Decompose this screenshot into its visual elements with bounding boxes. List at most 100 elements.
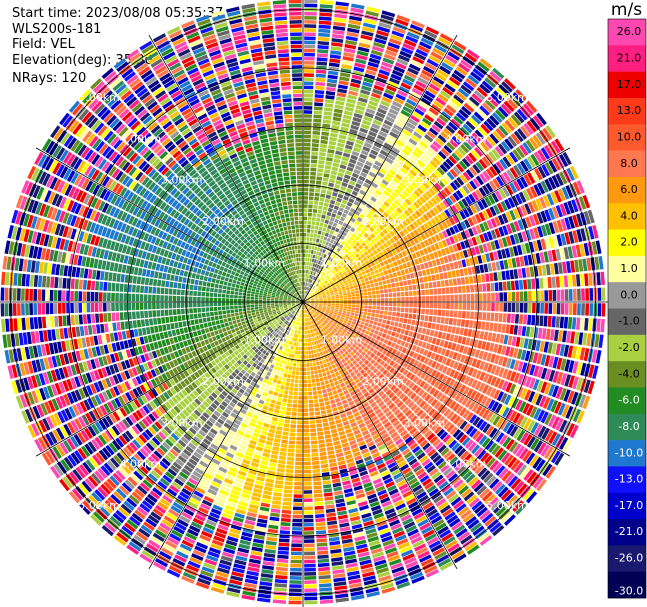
velocity-gate — [354, 108, 364, 115]
velocity-gate — [433, 288, 438, 295]
velocity-gate — [433, 425, 442, 435]
velocity-gate — [374, 220, 381, 227]
velocity-gate — [430, 227, 438, 235]
velocity-gate — [334, 261, 339, 266]
velocity-gate — [474, 349, 481, 358]
velocity-gate — [259, 464, 268, 470]
velocity-gate — [450, 302, 454, 310]
velocity-gate — [440, 348, 447, 356]
velocity-gate — [300, 309, 302, 314]
velocity-gate — [252, 542, 264, 548]
velocity-gate — [403, 280, 408, 286]
velocity-gate — [378, 318, 383, 323]
velocity-gate — [396, 292, 401, 297]
velocity-gate — [465, 258, 471, 267]
velocity-gate — [369, 233, 376, 239]
velocity-gate — [427, 199, 435, 208]
velocity-gate — [472, 430, 481, 441]
velocity-gate — [409, 365, 416, 373]
velocity-gate — [332, 270, 336, 275]
velocity-gate — [327, 524, 338, 530]
velocity-gate — [303, 310, 305, 314]
velocity-gate — [340, 262, 345, 267]
velocity-gate — [452, 192, 461, 201]
velocity-gate — [358, 42, 371, 49]
velocity-gate — [585, 288, 590, 301]
velocity-gate — [452, 428, 462, 438]
velocity-gate — [318, 280, 322, 284]
velocity-gate — [434, 234, 441, 242]
velocity-gate — [511, 195, 520, 207]
velocity-gate — [513, 325, 519, 335]
velocity-gate — [311, 285, 315, 289]
velocity-gate — [303, 126, 312, 131]
velocity-gate — [505, 211, 513, 222]
velocity-gate — [476, 485, 488, 496]
velocity-gate — [405, 274, 411, 280]
velocity-gate — [396, 327, 402, 334]
velocity-gate — [387, 461, 397, 469]
velocity-gate — [396, 581, 411, 590]
velocity-gate — [286, 348, 291, 353]
velocity-gate — [313, 332, 316, 337]
velocity-gate — [400, 291, 405, 297]
velocity-gate — [329, 132, 338, 138]
velocity-gate — [385, 458, 395, 466]
velocity-gate — [323, 426, 330, 431]
velocity-gate — [516, 206, 524, 218]
velocity-gate — [337, 405, 344, 411]
velocity-gate — [355, 351, 361, 357]
velocity-gate — [282, 398, 288, 403]
velocity-gate — [391, 405, 399, 413]
velocity-gate — [388, 346, 394, 353]
velocity-gate — [364, 302, 368, 306]
velocity-gate — [459, 210, 467, 220]
velocity-gate — [397, 89, 408, 98]
velocity-gate — [331, 306, 335, 309]
velocity-gate — [379, 531, 392, 539]
velocity-gate — [309, 307, 313, 310]
velocity-gate — [317, 45, 329, 50]
velocity-gate — [210, 586, 225, 594]
velocity-gate — [301, 306, 303, 310]
velocity-gate — [525, 326, 531, 337]
velocity-gate — [479, 330, 485, 340]
velocity-gate — [334, 274, 339, 278]
velocity-gate — [298, 309, 301, 313]
velocity-gate — [398, 85, 410, 94]
velocity-gate — [354, 433, 363, 439]
velocity-gate — [323, 303, 327, 305]
velocity-gate — [303, 269, 305, 274]
velocity-gate — [237, 547, 250, 554]
velocity-gate — [353, 531, 365, 538]
velocity-gate — [388, 205, 395, 212]
velocity-gate — [402, 43, 415, 51]
velocity-gate — [306, 265, 309, 270]
velocity-gate — [557, 330, 563, 342]
velocity-gate — [317, 315, 321, 319]
velocity-gate — [283, 394, 288, 399]
velocity-gate — [314, 497, 324, 502]
velocity-gate — [307, 224, 311, 229]
velocity-gate — [288, 444, 295, 449]
velocity-gate — [338, 289, 342, 293]
velocity-gate — [439, 272, 444, 280]
velocity-gate — [390, 180, 398, 188]
velocity-gate — [308, 308, 311, 312]
velocity-gate — [512, 443, 522, 455]
velocity-gate — [312, 237, 317, 242]
velocity-gate — [418, 100, 429, 110]
velocity-gate — [402, 432, 411, 441]
velocity-gate — [243, 582, 257, 589]
velocity-gate — [454, 445, 464, 455]
velocity-gate — [449, 334, 455, 342]
velocity-gate — [363, 348, 369, 353]
velocity-gate — [358, 175, 366, 182]
velocity-gate — [319, 300, 323, 302]
velocity-gate — [462, 171, 471, 181]
velocity-gate — [369, 279, 374, 284]
velocity-gate — [548, 303, 553, 314]
velocity-gate — [410, 134, 420, 143]
velocity-gate — [317, 369, 322, 374]
velocity-gate — [535, 252, 541, 264]
